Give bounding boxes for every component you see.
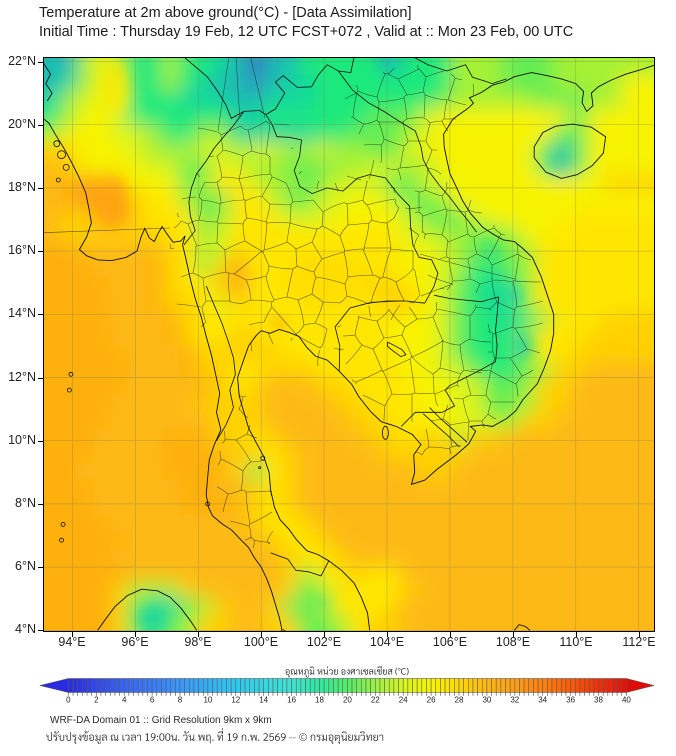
svg-text:32: 32 (510, 695, 519, 704)
svg-text:36: 36 (566, 695, 575, 704)
svg-text:22: 22 (371, 695, 380, 704)
svg-text:6: 6 (150, 695, 155, 704)
svg-text:38: 38 (594, 695, 603, 704)
svg-text:34: 34 (538, 695, 547, 704)
svg-text:28: 28 (455, 695, 464, 704)
svg-text:18: 18 (315, 695, 324, 704)
svg-text:16: 16 (287, 695, 296, 704)
svg-text:20: 20 (343, 695, 352, 704)
svg-text:4: 4 (122, 695, 127, 704)
svg-text:40: 40 (622, 695, 631, 704)
svg-text:14: 14 (259, 695, 268, 704)
svg-text:10: 10 (203, 695, 212, 704)
svg-text:12: 12 (231, 695, 240, 704)
svg-text:0: 0 (66, 695, 71, 704)
svg-text:26: 26 (427, 695, 436, 704)
svg-text:2: 2 (94, 695, 99, 704)
svg-text:24: 24 (399, 695, 408, 704)
svg-text:8: 8 (178, 695, 183, 704)
svg-text:30: 30 (482, 695, 491, 704)
